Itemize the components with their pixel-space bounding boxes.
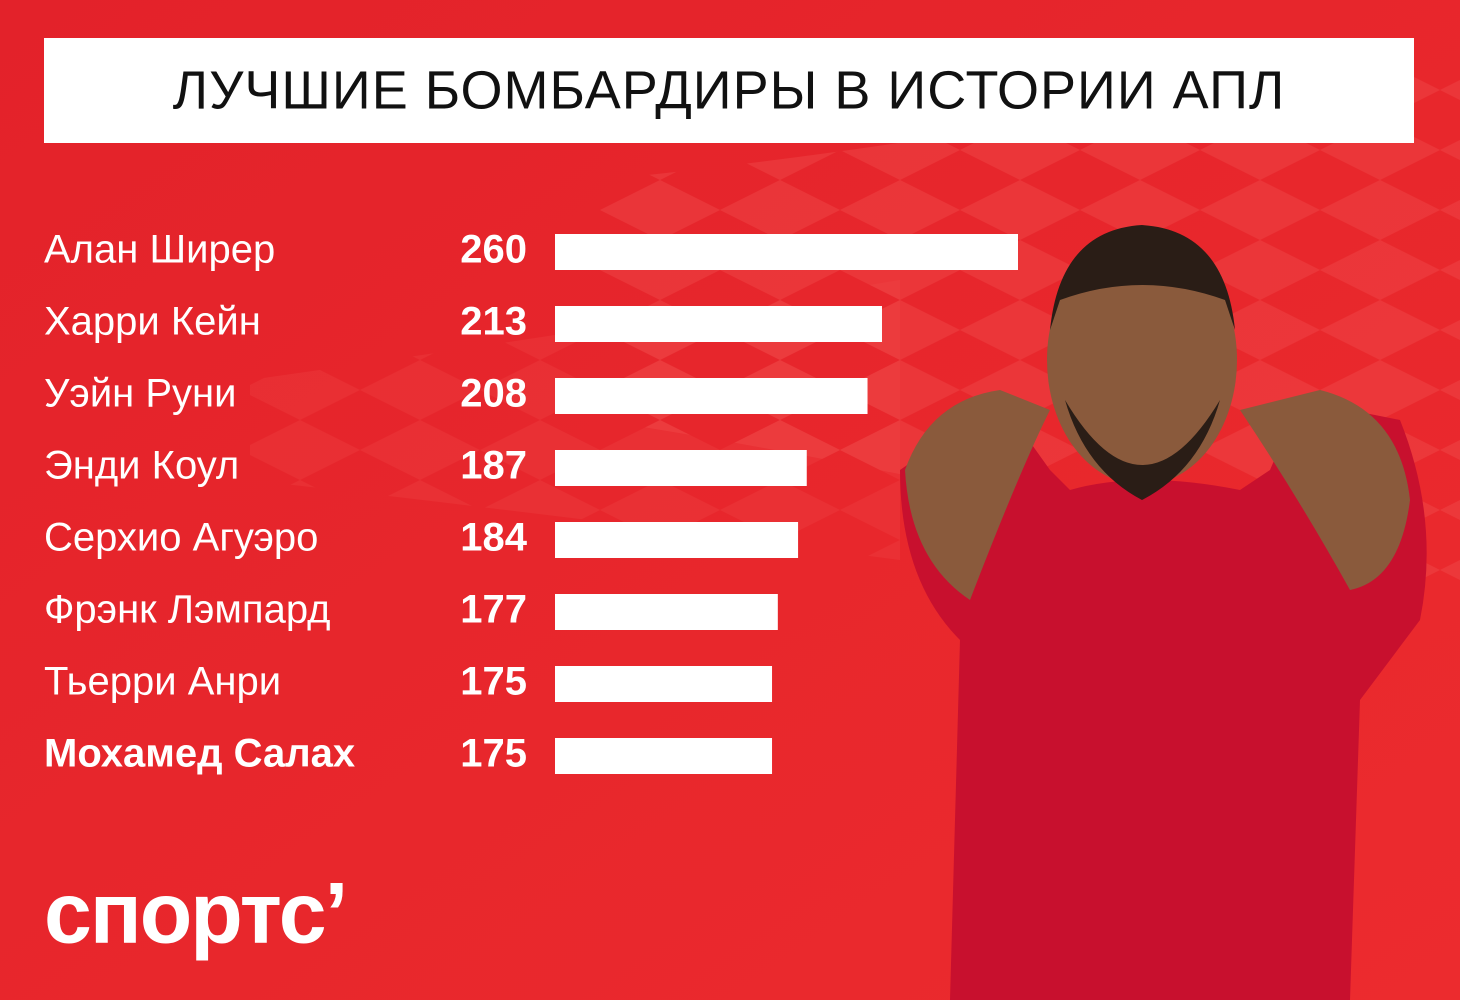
- chart-title: ЛУЧШИЕ БОМБАРДИРЫ В ИСТОРИИ АПЛ: [173, 60, 1286, 120]
- value-label: 177: [460, 588, 527, 632]
- title-box: [44, 38, 1414, 143]
- value-label: 208: [460, 372, 527, 416]
- bar: [555, 378, 868, 414]
- bar: [555, 450, 807, 486]
- bar: [555, 594, 778, 630]
- value-label: 184: [460, 516, 527, 560]
- background-pattern: [250, 280, 900, 560]
- player-illustration: [900, 225, 1427, 1000]
- category-label: Тьерри Анри: [44, 660, 281, 704]
- value-label: 260: [460, 228, 527, 272]
- bar: [555, 306, 882, 342]
- bar: [555, 234, 1018, 270]
- bar: [555, 666, 773, 702]
- value-label: 175: [460, 732, 527, 776]
- category-label: Уэйн Руни: [44, 372, 236, 416]
- background-pattern: [600, 40, 1460, 620]
- category-label: Алан Ширер: [44, 228, 275, 272]
- logo: спортс’: [44, 866, 346, 962]
- category-label: Энди Коул: [44, 444, 239, 488]
- category-label: Харри Кейн: [44, 300, 261, 344]
- value-label: 187: [460, 444, 527, 488]
- bar: [555, 522, 799, 558]
- category-label: Фрэнк Лэмпард: [44, 588, 331, 632]
- category-label: Мохамед Салах: [44, 732, 355, 776]
- category-label: Серхио Агуэро: [44, 516, 318, 560]
- value-label: 175: [460, 660, 527, 704]
- value-label: 213: [460, 300, 527, 344]
- bar: [555, 738, 773, 774]
